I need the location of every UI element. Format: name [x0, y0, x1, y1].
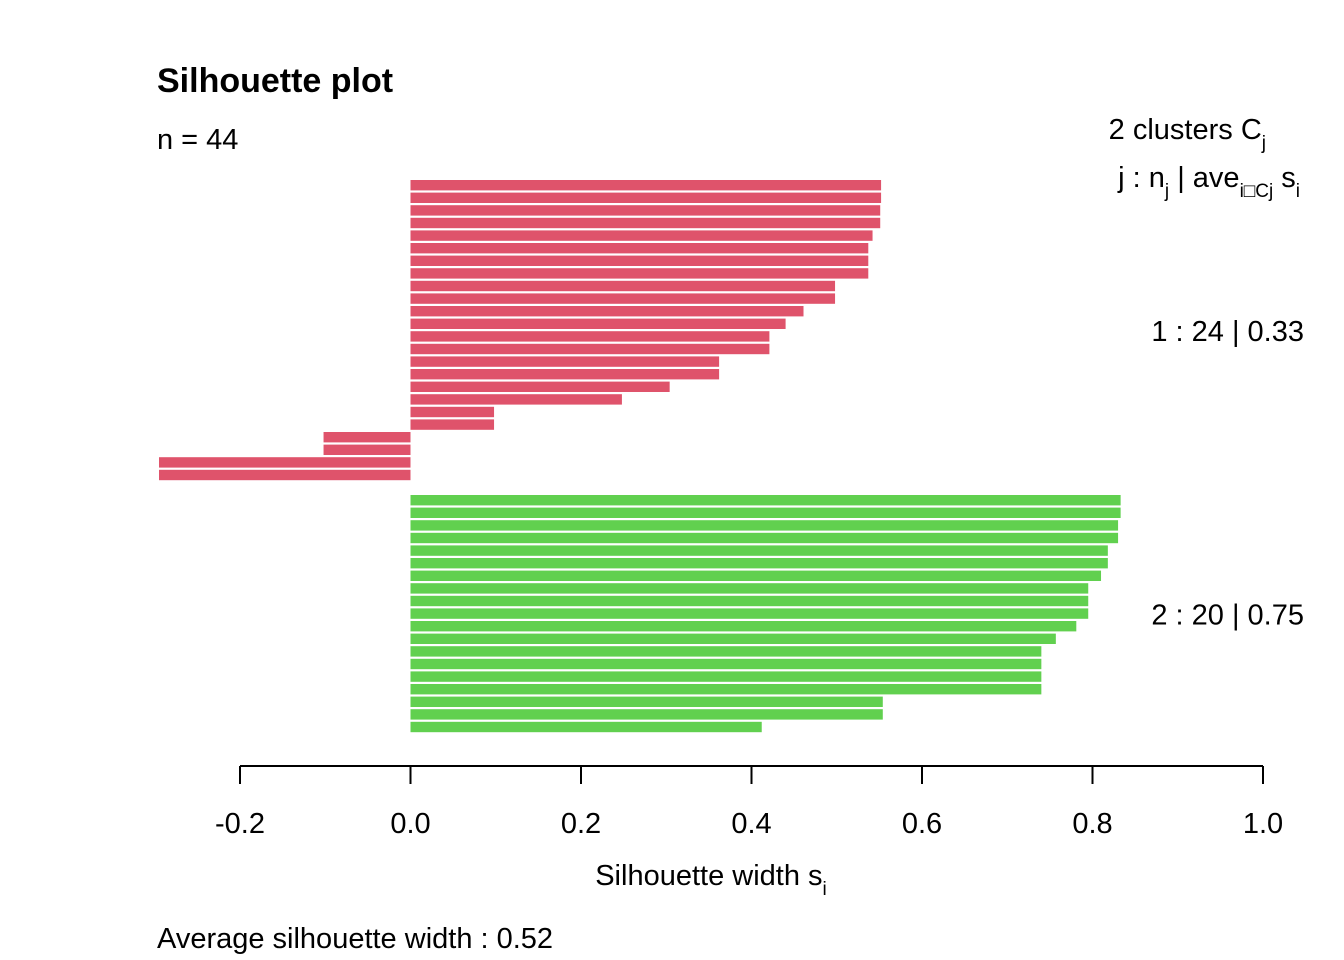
x-axis-ticks: -0.2 0.0 0.2 0.4 0.6 0.8 1.0: [215, 766, 1283, 840]
silhouette-bar-c1-14: [410, 343, 770, 355]
silhouette-bar-c1-24: [159, 469, 411, 481]
silhouette-bar-c2-9: [410, 595, 1089, 607]
legend-header-columns: j : nj | avei□Cj si: [1117, 162, 1300, 202]
silhouette-bar-c2-6: [410, 558, 1108, 569]
silhouette-bar-c1-3: [410, 205, 881, 216]
x-tick-label: 1.0: [1243, 808, 1283, 840]
silhouette-bar-c2-19: [410, 721, 762, 733]
silhouette-bar-c2-8: [410, 583, 1089, 594]
silhouette-bar-c2-16: [410, 684, 1042, 695]
silhouette-bar-c1-1: [410, 180, 882, 191]
silhouette-bar-c1-2: [410, 192, 882, 203]
silhouette-bar-c1-16: [410, 369, 720, 380]
silhouette-bar-c1-5: [410, 230, 873, 241]
average-silhouette-width: Average silhouette width : 0.52: [157, 923, 553, 955]
legend-header-clusters: 2 clusters Cj: [1109, 114, 1266, 154]
silhouette-bar-c1-19: [410, 406, 495, 418]
silhouette-bar-c1-10: [410, 293, 836, 304]
silhouette-bar-c2-17: [410, 696, 883, 707]
silhouette-bar-c1-18: [410, 394, 622, 405]
x-tick-label: -0.2: [215, 808, 265, 840]
silhouette-bar-c2-3: [410, 520, 1119, 531]
silhouette-bar-c2-11: [410, 621, 1077, 632]
cluster-1-summary-label: 1 : 24 | 0.33: [1151, 316, 1304, 348]
silhouette-bar-c2-7: [410, 570, 1102, 581]
silhouette-bar-c1-11: [410, 306, 804, 317]
x-axis-label: Silhouette width si: [595, 860, 827, 900]
x-tick-label: 0.0: [390, 808, 430, 840]
silhouette-bar-c1-12: [410, 318, 786, 329]
silhouette-bar-c1-21: [323, 432, 411, 443]
silhouette-bar-c2-13: [410, 646, 1042, 657]
silhouette-bar-c2-14: [410, 658, 1042, 670]
silhouette-bar-c1-15: [410, 356, 720, 367]
chart-title: Silhouette plot: [157, 62, 393, 100]
silhouette-bar-c1-20: [410, 419, 495, 430]
silhouette-bar-c2-10: [410, 608, 1089, 619]
silhouette-bar-c2-1: [410, 495, 1121, 506]
cluster-labels-group: 1 : 24 | 0.33 2 : 20 | 0.75: [1151, 316, 1304, 632]
silhouette-bar-c2-2: [410, 507, 1121, 518]
silhouette-bar-c2-18: [410, 709, 883, 720]
x-tick-label: 0.6: [902, 808, 942, 840]
silhouette-bar-c2-12: [410, 633, 1056, 644]
x-tick-label: 0.4: [731, 808, 771, 840]
silhouette-bar-c1-4: [410, 217, 881, 229]
silhouette-bar-c1-13: [410, 331, 770, 342]
cluster-2-summary-label: 2 : 20 | 0.75: [1151, 600, 1304, 632]
n-label: n = 44: [157, 124, 238, 156]
silhouette-bar-c1-22: [323, 444, 411, 455]
silhouette-bar-c1-17: [410, 381, 670, 392]
silhouette-bar-c1-23: [159, 457, 411, 468]
silhouette-bar-c2-4: [410, 532, 1119, 544]
silhouette-bar-c1-6: [410, 243, 869, 254]
silhouette-bar-c1-8: [410, 268, 869, 279]
bars-group: [159, 180, 1121, 733]
x-tick-label: 0.8: [1072, 808, 1112, 840]
silhouette-bar-c2-5: [410, 545, 1108, 556]
silhouette-bar-c2-15: [410, 671, 1042, 682]
silhouette-bar-c1-7: [410, 255, 869, 266]
silhouette-bar-c1-9: [410, 280, 836, 292]
x-tick-label: 0.2: [561, 808, 601, 840]
